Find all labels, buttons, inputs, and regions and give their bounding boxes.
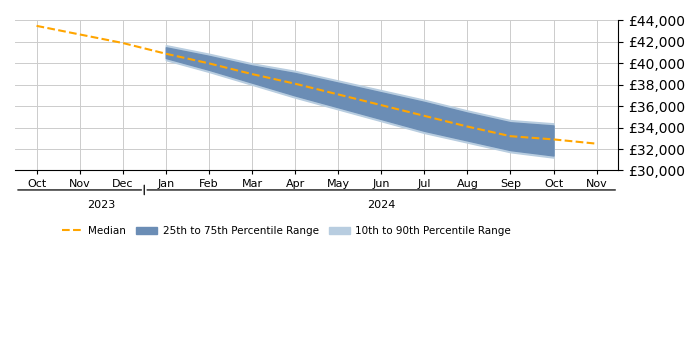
Text: 2024: 2024: [367, 201, 395, 210]
Text: 2023: 2023: [87, 201, 116, 210]
Legend: Median, 25th to 75th Percentile Range, 10th to 90th Percentile Range: Median, 25th to 75th Percentile Range, 1…: [58, 222, 515, 240]
